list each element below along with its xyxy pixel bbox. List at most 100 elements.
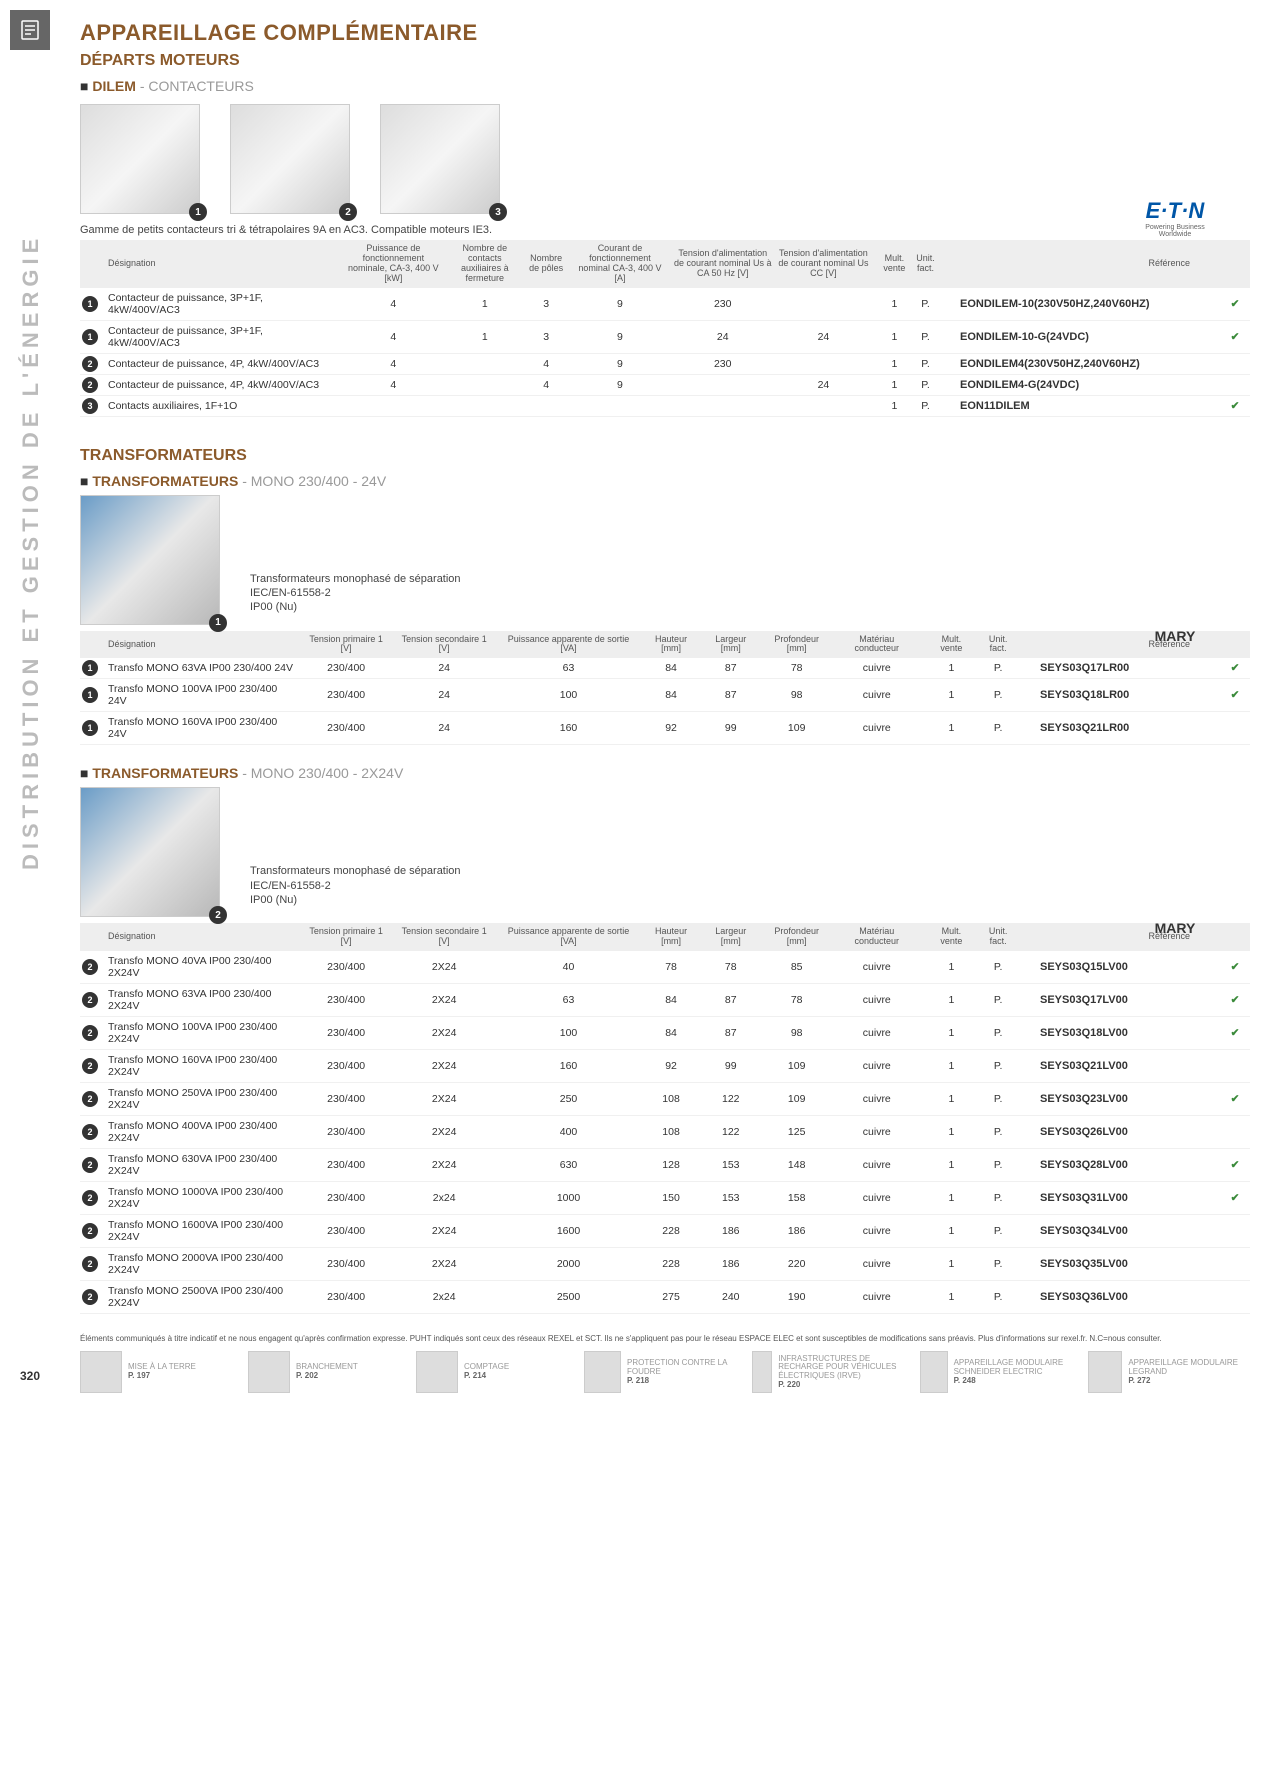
dilem-heading: ■ DILEM - CONTACTEURS [80,78,1250,94]
footer-nav-item[interactable]: INFRASTRUCTURES DE RECHARGE POUR VÉHICUL… [752,1351,914,1393]
cell-value: 109 [760,712,833,745]
trans24-heading: ■ TRANSFORMATEURS - MONO 230/400 - 24V [80,473,1250,489]
cell-designation: 2Transfo MONO 40VA IP00 230/400 2X24V [80,951,300,984]
cell-value: 230/400 [300,1182,392,1215]
cell-value: 1 [927,1215,977,1248]
table-row: 2Transfo MONO 2500VA IP00 230/400 2X24V2… [80,1281,1250,1314]
cell-value: 230/400 [300,1050,392,1083]
cell-check [1220,374,1250,395]
dilem-section: ■ DILEM - CONTACTEURS 1 2 3 E·T·N Poweri… [80,78,1250,417]
row-badge: 2 [82,992,98,1008]
cell-reference: SEYS03Q31LV00 [1020,1182,1220,1215]
cell-value: cuivre [833,1182,920,1215]
table-row: 2Contacteur de puissance, 4P, 4kW/400V/A… [80,353,1250,374]
cell-value [340,395,447,416]
cell-value: 2500 [496,1281,641,1314]
cell-value: 186 [701,1215,760,1248]
cell-value: cuivre [833,1215,920,1248]
cell-value: 2X24 [392,1083,496,1116]
cell-value: 2X24 [392,1149,496,1182]
cell-value: 160 [496,712,641,745]
footer-nav-item[interactable]: APPAREILLAGE MODULAIRE LEGRANDP. 272 [1088,1351,1250,1393]
cell-value: 9 [569,374,670,395]
cell-value: 4 [340,353,447,374]
table-row: 1Transfo MONO 63VA IP00 230/400 24V230/4… [80,658,1250,679]
col-header: Tension d'alimentation de courant nomina… [775,240,872,288]
footer-thumb [80,1351,122,1393]
cell-reference: SEYS03Q18LV00 [1020,1017,1220,1050]
footer-thumb [248,1351,290,1393]
cell-check [1220,1116,1250,1149]
cell-value: 24 [392,712,496,745]
dilem-images: 1 2 3 [80,104,1250,214]
cell-value: 2X24 [392,1017,496,1050]
cell-value: cuivre [833,951,920,984]
cell-value: 63 [496,984,641,1017]
cell-value: 2x24 [392,1281,496,1314]
cell-value: cuivre [833,1050,920,1083]
cell-value [671,374,775,395]
cell-value: 1 [447,320,523,353]
footer-thumb [752,1351,772,1393]
cell-value: 84 [641,984,701,1017]
footer-nav-item[interactable]: MISE À LA TERREP. 197 [80,1351,242,1393]
table-row: 2Transfo MONO 250VA IP00 230/400 2X24V23… [80,1083,1250,1116]
cell-value: 1 [927,1182,977,1215]
cell-value: 2x24 [392,1182,496,1215]
cell-value: cuivre [833,1248,920,1281]
cell-value [447,374,523,395]
cell-value: 1 [927,658,977,679]
cell-value: 186 [701,1248,760,1281]
cell-value: 108 [641,1116,701,1149]
cell-value: P. [911,395,940,416]
row-badge: 2 [82,1025,98,1041]
footer-nav-item[interactable]: BRANCHEMENTP. 202 [248,1351,410,1393]
footer-nav-item[interactable]: APPAREILLAGE MODULAIRE SCHNEIDER ELECTRI… [920,1351,1082,1393]
col-header [1220,240,1250,288]
cell-check: ✔ [1220,951,1250,984]
footer-thumb [1088,1351,1122,1393]
image-badge: 3 [489,203,507,221]
cell-value: 9 [569,353,670,374]
footer-nav-item[interactable]: PROTECTION CONTRE LA FOUDREP. 218 [584,1351,746,1393]
trans24-table: DésignationTension primaire 1 [V]Tension… [80,631,1250,746]
row-badge: 2 [82,1091,98,1107]
cell-designation: 2Transfo MONO 1600VA IP00 230/400 2X24V [80,1215,300,1248]
footer-nav-item[interactable]: COMPTAGEP. 214 [416,1351,578,1393]
cell-value: P. [976,984,1020,1017]
col-header: Désignation [80,923,300,951]
row-badge: 1 [82,660,98,676]
cell-value: 1600 [496,1215,641,1248]
col-header [1220,631,1250,659]
disclaimer-text: Éléments communiqués à titre indicatif e… [80,1334,1250,1343]
cell-designation: 2Contacteur de puissance, 4P, 4kW/400V/A… [80,374,340,395]
cell-value: 158 [760,1182,833,1215]
eaton-logo: E·T·N Powering Business Worldwide [1130,198,1220,238]
cell-value: 1 [927,1083,977,1116]
cell-value: 98 [760,679,833,712]
cell-check: ✔ [1220,1017,1250,1050]
col-header: Unit. fact. [911,240,940,288]
cell-check: ✔ [1220,1182,1250,1215]
cell-designation: 1Transfo MONO 63VA IP00 230/400 24V [80,658,300,679]
cell-value: 220 [760,1248,833,1281]
table-row: 1Transfo MONO 100VA IP00 230/400 24V230/… [80,679,1250,712]
cell-value: P. [911,353,940,374]
cell-value: cuivre [833,679,920,712]
cell-reference: SEYS03Q36LV00 [1020,1281,1220,1314]
cell-value: 2X24 [392,1248,496,1281]
cell-value: 1 [927,1248,977,1281]
cell-designation: 2Transfo MONO 63VA IP00 230/400 2X24V [80,984,300,1017]
col-header: Nombre de contacts auxiliaires à fermetu… [447,240,523,288]
table-row: 2Transfo MONO 1600VA IP00 230/400 2X24V2… [80,1215,1250,1248]
cell-value: 150 [641,1182,701,1215]
row-badge: 2 [82,1256,98,1272]
col-header: Tension primaire 1 [V] [300,923,392,951]
cell-value: 24 [775,320,872,353]
cell-value: P. [976,1248,1020,1281]
cell-value: 2X24 [392,951,496,984]
trans2x24-heading-text: TRANSFORMATEURS [92,765,238,781]
cell-value: 230/400 [300,984,392,1017]
brand-name: MARY [1130,920,1220,936]
cell-value: 2X24 [392,1116,496,1149]
